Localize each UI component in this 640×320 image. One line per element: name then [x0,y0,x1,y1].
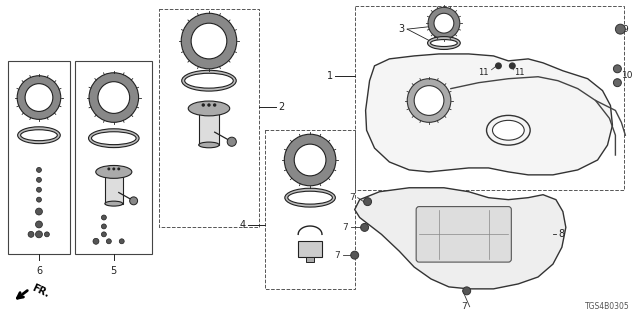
Circle shape [25,84,53,111]
Circle shape [98,82,130,113]
Bar [105,176,123,204]
Circle shape [36,177,42,182]
Bar [355,6,625,190]
Circle shape [613,65,621,73]
Circle shape [108,167,110,171]
Circle shape [364,198,372,206]
Ellipse shape [88,129,139,148]
Circle shape [227,137,236,146]
Polygon shape [355,188,566,289]
Text: TGS4B0305: TGS4B0305 [584,302,629,311]
Text: 1: 1 [327,71,333,81]
Ellipse shape [198,142,220,148]
Circle shape [463,287,470,295]
Circle shape [35,208,42,215]
Circle shape [101,224,106,229]
Ellipse shape [285,188,335,207]
Circle shape [117,167,120,171]
Text: 2: 2 [278,102,285,112]
Circle shape [351,251,358,259]
Circle shape [101,215,106,220]
Text: 7: 7 [334,251,340,260]
Text: 7: 7 [461,302,467,311]
Circle shape [44,232,49,237]
Circle shape [509,62,516,69]
Ellipse shape [18,127,60,144]
Text: 5: 5 [111,266,117,276]
Circle shape [89,73,139,122]
Polygon shape [365,54,612,175]
Text: 7: 7 [349,193,355,202]
Bar [198,113,220,145]
Ellipse shape [493,120,524,140]
Circle shape [434,13,454,33]
Circle shape [36,167,42,172]
Text: 8: 8 [558,229,564,239]
Circle shape [17,76,61,119]
Ellipse shape [428,36,460,50]
Circle shape [36,187,42,192]
Ellipse shape [486,116,530,145]
Bar [306,257,314,262]
Circle shape [207,103,211,107]
Text: FR.: FR. [31,283,51,299]
Circle shape [616,24,625,34]
Ellipse shape [92,132,136,145]
Bar [8,61,70,254]
Ellipse shape [182,70,236,91]
Circle shape [35,231,42,238]
Circle shape [294,144,326,176]
Text: 7: 7 [342,223,348,232]
Circle shape [106,239,111,244]
Ellipse shape [20,130,58,141]
Circle shape [284,134,336,186]
Circle shape [130,197,138,205]
Circle shape [361,223,369,231]
Ellipse shape [185,73,233,88]
Circle shape [36,197,42,202]
Bar [159,9,259,228]
Circle shape [28,231,34,237]
Text: 10: 10 [622,71,634,80]
Circle shape [428,7,460,39]
Circle shape [119,239,124,244]
Ellipse shape [431,40,458,46]
Text: 4: 4 [239,220,246,230]
Circle shape [181,13,237,69]
Text: 11: 11 [515,68,525,77]
FancyBboxPatch shape [416,207,511,262]
Circle shape [191,23,227,59]
Circle shape [112,167,115,171]
Circle shape [613,79,621,87]
Circle shape [213,103,216,107]
Circle shape [495,62,502,69]
Ellipse shape [288,191,332,204]
Circle shape [414,86,444,116]
Text: 9: 9 [622,25,628,34]
Ellipse shape [188,101,230,116]
Bar [266,130,355,289]
Circle shape [101,232,106,237]
Circle shape [407,79,451,122]
Circle shape [35,221,42,228]
Ellipse shape [105,201,123,206]
Text: 3: 3 [398,24,404,34]
Text: 11: 11 [478,68,488,77]
Circle shape [93,238,99,244]
Text: 6: 6 [36,266,42,276]
Bar [298,241,322,257]
Ellipse shape [96,165,132,178]
Circle shape [202,103,205,107]
Bar [75,61,152,254]
